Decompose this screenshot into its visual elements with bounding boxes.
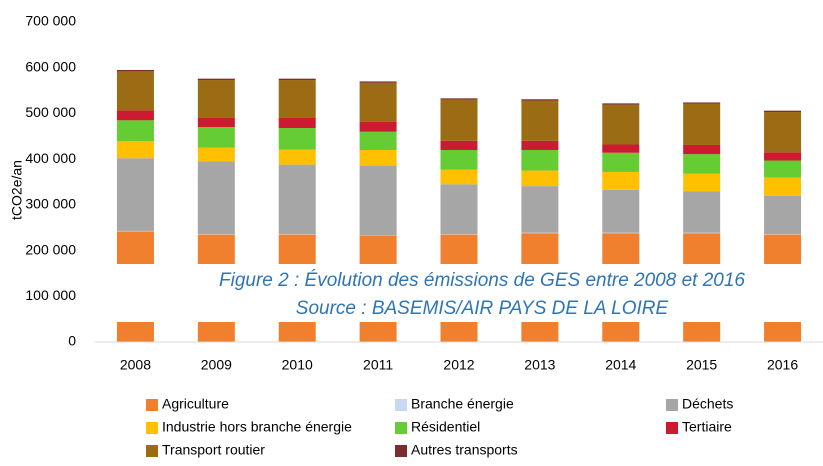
- bar-segment: [440, 99, 478, 141]
- legend-swatch: [395, 399, 407, 411]
- bar-segment: [197, 127, 235, 148]
- bar-segment: [440, 98, 478, 100]
- bar-segment: [764, 112, 802, 153]
- bar-segment: [116, 120, 154, 142]
- y-tick-label: 700 000: [25, 13, 76, 29]
- bar-segment: [683, 191, 721, 233]
- legend-swatch: [146, 422, 158, 434]
- bar-segment: [683, 103, 721, 145]
- bar-segment: [359, 81, 397, 83]
- bar-segment: [116, 70, 154, 72]
- bar-segment: [197, 161, 235, 235]
- bar-segment: [521, 170, 559, 187]
- bar-segment: [359, 150, 397, 166]
- bar-segment: [359, 166, 397, 236]
- legend-swatch: [666, 399, 678, 411]
- x-tick-label: 2008: [120, 357, 151, 373]
- bar-segment: [116, 141, 154, 159]
- x-tick-label: 2012: [443, 357, 474, 373]
- bar-segment: [764, 160, 802, 178]
- bar-segment: [440, 140, 478, 150]
- y-tick-label: 500 000: [25, 104, 76, 120]
- bar-segment: [683, 154, 721, 174]
- caption-source: Source : BASEMIS/AIR PAYS DE LA LOIRE: [296, 298, 669, 319]
- bar-segment: [683, 144, 721, 155]
- legend-label: Tertiaire: [682, 419, 732, 435]
- legend-label: Autres transports: [411, 442, 518, 458]
- legend-swatch: [395, 445, 407, 457]
- x-tick-label: 2016: [767, 357, 798, 373]
- x-tick-label: 2013: [524, 357, 555, 373]
- y-tick-label: 400 000: [25, 150, 76, 166]
- x-tick-label: 2014: [605, 357, 636, 373]
- bar-segment: [197, 147, 235, 162]
- legend-label: Industrie hors branche énergie: [162, 419, 352, 435]
- legend-swatch: [146, 399, 158, 411]
- y-tick-label: 200 000: [25, 241, 76, 257]
- bar-segment: [359, 121, 397, 132]
- y-tick-label: 100 000: [25, 287, 76, 303]
- bar-segment: [764, 110, 802, 113]
- bar-segment: [602, 144, 640, 153]
- bar-segment: [116, 110, 154, 121]
- bar-segment: [602, 103, 640, 105]
- bar-segment: [278, 118, 316, 129]
- y-tick-label: 300 000: [25, 196, 76, 212]
- bar-segment: [359, 82, 397, 122]
- legend-swatch: [146, 445, 158, 457]
- bar-segment: [278, 78, 316, 81]
- bar-segment: [764, 152, 802, 161]
- legend-label: Agriculture: [162, 396, 229, 412]
- bar-segment: [440, 169, 478, 185]
- bar-segment: [521, 140, 559, 150]
- x-tick-label: 2015: [686, 357, 717, 373]
- legend-swatch: [666, 422, 678, 434]
- legend-label: Branche énergie: [411, 396, 514, 412]
- bar-segment: [521, 150, 559, 171]
- caption: Figure 2 : Évolution des émissions de GE…: [219, 270, 745, 291]
- legend-label: Transport routier: [162, 442, 265, 458]
- bar-segment: [602, 104, 640, 145]
- caption-background: [96, 264, 823, 322]
- bar-segment: [521, 100, 559, 141]
- x-tick-label: 2010: [282, 357, 313, 373]
- bar-segment: [683, 102, 721, 104]
- bar-segment: [116, 71, 154, 111]
- bar-segment: [602, 152, 640, 172]
- bar-segment: [683, 173, 721, 192]
- legend-label: Résidentiel: [411, 419, 480, 435]
- y-tick-label: 600 000: [25, 58, 76, 74]
- legend-label: Déchets: [682, 396, 733, 412]
- y-axis-label: tCO2e/an: [9, 160, 25, 220]
- bar-segment: [521, 99, 559, 101]
- legend-swatch: [395, 422, 407, 434]
- y-tick-label: 0: [68, 333, 76, 349]
- bar-segment: [521, 186, 559, 233]
- bar-segment: [602, 171, 640, 190]
- bar-segment: [764, 177, 802, 196]
- bar-segment: [278, 149, 316, 165]
- bar-segment: [278, 80, 316, 118]
- bar-segment: [197, 80, 235, 118]
- x-tick-label: 2011: [363, 357, 393, 373]
- bar-segment: [278, 164, 316, 235]
- bar-segment: [197, 78, 235, 81]
- bar-segment: [764, 195, 802, 235]
- bar-segment: [440, 150, 478, 170]
- x-tick-label: 2009: [201, 357, 232, 373]
- bar-segment: [440, 184, 478, 235]
- bar-segment: [197, 118, 235, 128]
- bar-segment: [278, 128, 316, 150]
- bar-segment: [602, 189, 640, 233]
- bar-segment: [359, 131, 397, 150]
- bar-segment: [116, 158, 154, 231]
